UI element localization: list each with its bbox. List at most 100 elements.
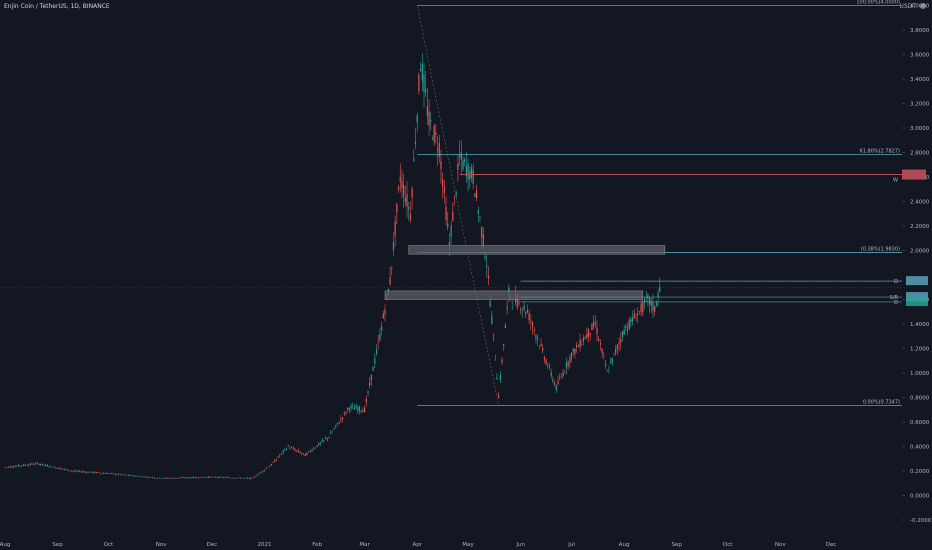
candle [260, 471, 262, 473]
candle [394, 221, 396, 236]
candle [330, 432, 332, 435]
candle [564, 371, 566, 373]
candle [391, 266, 393, 268]
candle [403, 185, 405, 197]
price-tag [906, 296, 928, 306]
currency-label[interactable]: USDT [899, 3, 917, 10]
candle [408, 206, 410, 210]
candle [525, 311, 527, 314]
candle [572, 348, 574, 352]
candle [486, 265, 488, 268]
candle [655, 302, 657, 306]
candle [29, 463, 32, 465]
candle [503, 344, 505, 347]
candle [574, 349, 576, 354]
candle [85, 472, 88, 473]
resistance-marker: W [893, 178, 898, 184]
candle [621, 331, 624, 337]
candle [538, 346, 540, 347]
candle [40, 464, 42, 466]
candle [426, 106, 428, 117]
x-tick-label: May [462, 542, 474, 548]
candle [436, 149, 439, 151]
candle [587, 328, 590, 338]
price-tag [906, 292, 928, 302]
y-tick-label: 4.0000 [910, 4, 930, 10]
candle [226, 477, 228, 479]
candle [464, 159, 466, 162]
candle [182, 477, 184, 478]
candle [233, 477, 235, 479]
candle [421, 63, 423, 81]
y-tick-label: 3.6000 [910, 53, 930, 59]
candle [319, 442, 322, 444]
candle [204, 477, 206, 478]
x-tick-label: Dec [207, 542, 218, 548]
candle [162, 478, 164, 479]
candle [7, 466, 9, 468]
candle [396, 203, 398, 213]
candle [314, 447, 317, 449]
candle [89, 472, 91, 473]
candle [199, 477, 201, 478]
candle [87, 471, 89, 473]
candle [404, 197, 406, 202]
candle [140, 476, 142, 477]
y-tick-label: 3.8000 [910, 28, 930, 34]
candle [423, 74, 425, 93]
supply-demand-zone [384, 290, 644, 300]
candle [353, 408, 356, 410]
candle [231, 478, 233, 479]
candle [46, 465, 49, 467]
candle [608, 371, 610, 372]
candle [33, 464, 35, 465]
candle [274, 460, 276, 463]
candle [248, 477, 250, 479]
candle [153, 477, 155, 479]
candle [311, 450, 313, 452]
currency-menu-icon[interactable] [920, 3, 926, 9]
candle [482, 234, 484, 247]
x-tick-label: Sep [52, 542, 63, 548]
candle [211, 476, 213, 478]
candle [38, 463, 40, 465]
y-tick-label: 3.4000 [910, 77, 930, 83]
candle [17, 464, 20, 467]
candle [321, 440, 323, 443]
candle [123, 474, 125, 476]
candle [133, 475, 135, 477]
candle [224, 477, 227, 478]
candle [430, 120, 432, 122]
candle [659, 286, 661, 293]
candle [506, 306, 508, 309]
candle [543, 357, 546, 360]
candle [65, 469, 67, 470]
candle [235, 478, 237, 479]
candle [352, 405, 354, 407]
candle [72, 470, 74, 472]
candle [632, 317, 634, 322]
candle [146, 477, 149, 478]
candle [445, 206, 447, 220]
candle [420, 68, 422, 71]
candle [180, 477, 183, 479]
candle [316, 445, 318, 447]
candle [496, 378, 498, 380]
y-tick-label: 3.2000 [910, 102, 930, 108]
candle [443, 186, 445, 194]
candle [23, 464, 25, 466]
candle [12, 466, 15, 468]
candle [323, 439, 325, 441]
candle [291, 447, 293, 448]
candle [533, 329, 535, 331]
candle [576, 345, 578, 348]
candle [158, 477, 160, 479]
candle [43, 464, 45, 466]
candle [56, 468, 59, 469]
candle [579, 339, 581, 348]
candle [124, 474, 127, 476]
candle [406, 194, 408, 207]
candle [294, 449, 296, 451]
